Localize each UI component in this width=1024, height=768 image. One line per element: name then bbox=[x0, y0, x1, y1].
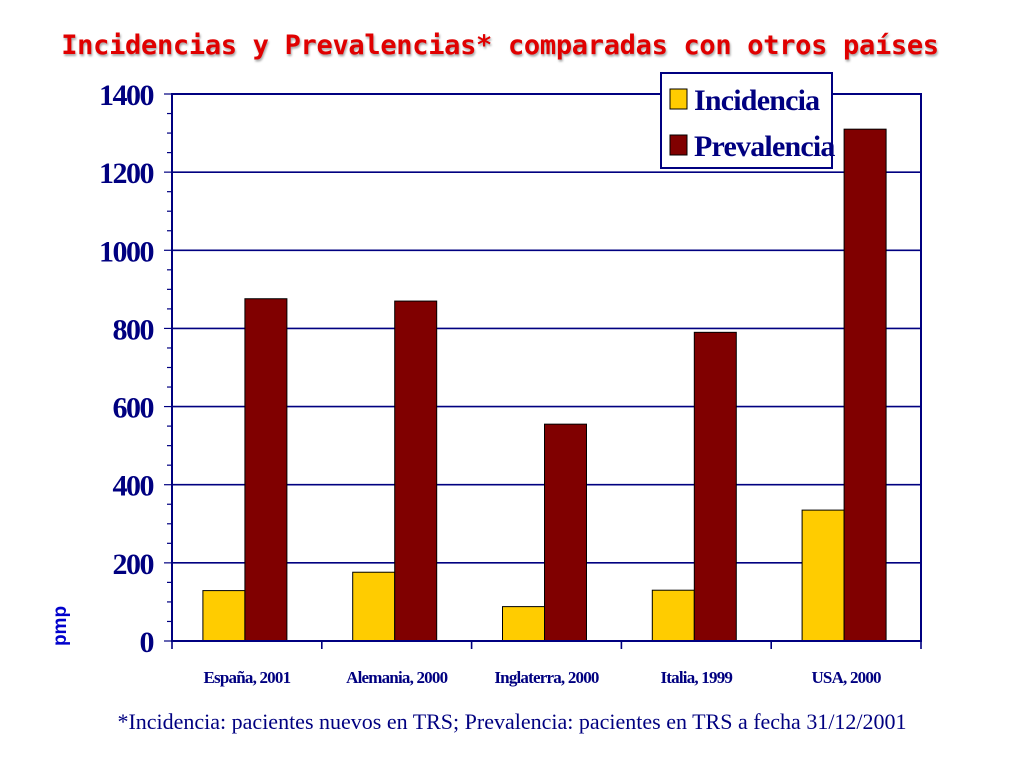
bar-prevalencia bbox=[693, 331, 737, 642]
bars bbox=[202, 128, 887, 642]
bar-prevalencia bbox=[843, 128, 887, 642]
legend: Incidencia Prevalencia bbox=[660, 72, 836, 169]
bar-prevalencia bbox=[544, 423, 587, 642]
bar-incidencia bbox=[502, 606, 545, 642]
plot-frame bbox=[171, 93, 922, 642]
x-category-label: Inglaterra, 2000 bbox=[494, 668, 599, 687]
legend-label: Prevalencia bbox=[694, 130, 835, 163]
axes bbox=[164, 93, 922, 649]
footnote: *Incidencia: pacientes nuevos en TRS; Pr… bbox=[117, 709, 907, 734]
bar-incidencia bbox=[651, 589, 695, 642]
bar-incidencia bbox=[202, 590, 246, 642]
bar-prevalencia bbox=[394, 300, 438, 642]
bar-prevalencia bbox=[244, 298, 288, 642]
legend-swatch bbox=[669, 88, 688, 110]
y-tick-label: 1400 bbox=[99, 79, 154, 112]
y-tick-label: 0 bbox=[140, 626, 154, 659]
y-axis-ticks: 0 200 400 600 800 1000 1200 1400 bbox=[99, 79, 155, 659]
y-tick-label: 600 bbox=[113, 392, 154, 425]
axis-labels: España, 2001 Alemania, 2000 Inglaterra, 20… bbox=[204, 668, 882, 687]
y-tick-label: 400 bbox=[113, 470, 154, 503]
slide-title: Incidencias y Prevalencias* comparadas c… bbox=[61, 30, 939, 61]
legend-swatch bbox=[669, 134, 688, 156]
y-tick-label: 200 bbox=[113, 548, 154, 581]
y-tick-label: 800 bbox=[113, 313, 154, 346]
bar-incidencia bbox=[801, 509, 845, 642]
x-category-label: Italia, 1999 bbox=[660, 668, 732, 687]
bar-incidencia bbox=[352, 571, 396, 642]
y-tick-label: 1200 bbox=[99, 157, 154, 190]
x-category-label: España, 2001 bbox=[204, 668, 291, 687]
x-category-label: Alemania, 2000 bbox=[346, 668, 447, 687]
legend-box bbox=[660, 72, 833, 169]
y-tick-label: 1000 bbox=[99, 235, 154, 268]
legend-label: Incidencia bbox=[694, 84, 820, 117]
bar-chart: 0 200 400 600 800 1000 1200 1400 España, 2001 Al… bbox=[50, 72, 922, 687]
x-category-label: USA, 2000 bbox=[811, 668, 881, 687]
y-axis-label: pmp bbox=[50, 606, 71, 646]
